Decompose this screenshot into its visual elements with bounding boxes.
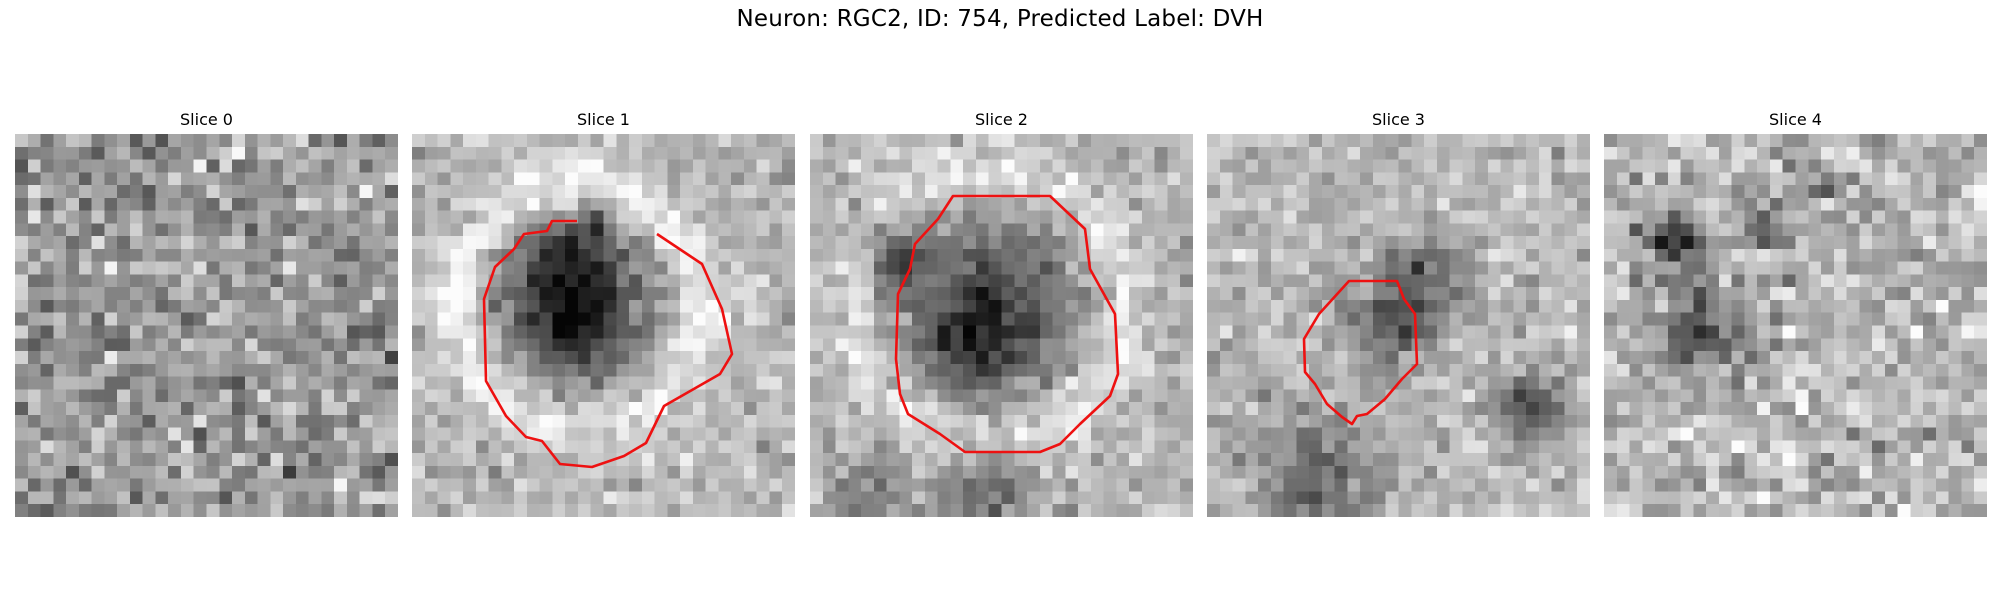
slice-2-contour-line — [894, 194, 1120, 454]
slice-1-contour — [482, 219, 734, 469]
slice-4-image — [1604, 134, 1987, 517]
slice-3-contour — [1302, 279, 1419, 426]
slice-2-contour — [894, 194, 1120, 454]
slice-4-panel — [1604, 134, 1987, 517]
slice-2-title: Slice 2 — [975, 110, 1028, 129]
slice-0-title: Slice 0 — [180, 110, 233, 129]
slice-0-panel — [15, 134, 398, 517]
slice-0-image — [15, 134, 398, 517]
slice-4-title: Slice 4 — [1769, 110, 1822, 129]
slice-3-title: Slice 3 — [1372, 110, 1425, 129]
slice-1-title: Slice 1 — [577, 110, 630, 129]
slice-1-image — [412, 134, 795, 517]
slice-3-contour-line — [1302, 279, 1419, 426]
slice-1-contour-line — [482, 219, 734, 469]
slice-3-panel — [1207, 134, 1590, 517]
slice-2-panel — [810, 134, 1193, 517]
figure-title: Neuron: RGC2, ID: 754, Predicted Label: … — [736, 6, 1264, 32]
slice-1-panel — [412, 134, 795, 517]
slice-3-image — [1207, 134, 1590, 517]
